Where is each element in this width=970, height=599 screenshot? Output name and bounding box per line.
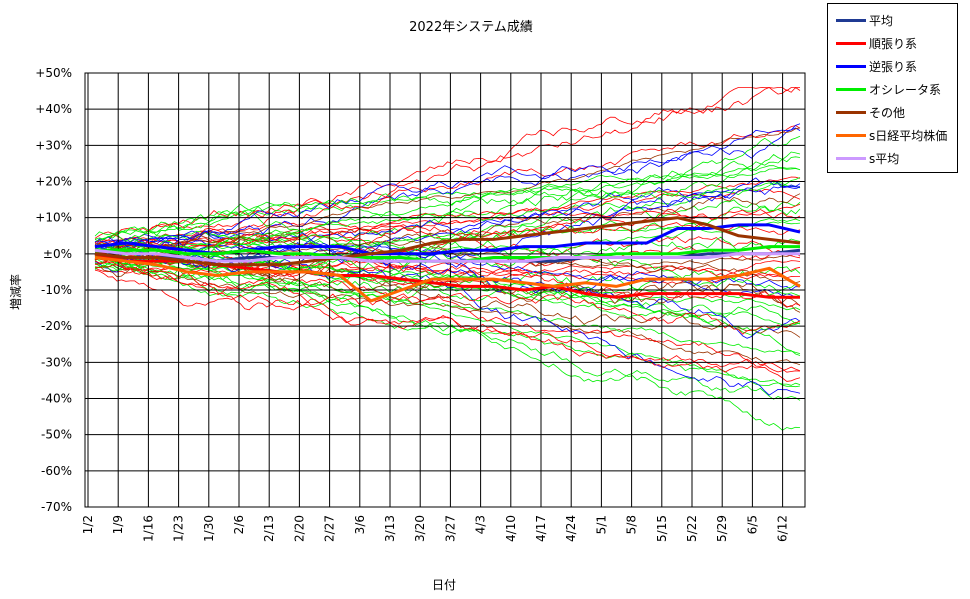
background-line <box>94 258 801 382</box>
background-line <box>94 269 801 373</box>
legend-label: オシレータ系 <box>869 82 942 97</box>
background-line <box>94 262 801 431</box>
y-axis-ticks: +50% +40% +30% +20% +10% ±0% -10% -20% -30% -40% -… <box>35 66 72 514</box>
y-tick-label: -60% <box>41 464 72 478</box>
background-line <box>94 254 801 354</box>
series-line <box>94 256 801 303</box>
background-line <box>94 185 801 254</box>
x-tick-label: 1/30 <box>202 515 216 542</box>
legend-swatch <box>836 64 866 68</box>
x-axis-ticks: 1/2 1/9 1/16 1/23 1/30 2/6 2/13 2/20 2/27 3/6 3/13… <box>81 515 790 542</box>
series-line <box>94 216 801 267</box>
legend: 平均 順張り系 逆張り系 オシレータ系 その他 s日経平均株価 s平均 <box>827 3 958 173</box>
x-tick-label: 2/6 <box>232 515 246 534</box>
background-line <box>94 156 801 242</box>
x-tick-label: 5/1 <box>594 515 608 534</box>
background-line <box>94 210 801 269</box>
legend-label: その他 <box>869 105 906 120</box>
y-tick-label: -10% <box>41 283 72 297</box>
x-tick-label: 5/22 <box>685 515 699 542</box>
x-tick-label: 2/13 <box>262 515 276 542</box>
x-axis-label: 日付 <box>432 578 456 592</box>
x-tick-label: 1/23 <box>172 515 186 542</box>
x-tick-label: 3/20 <box>413 515 427 542</box>
y-tick-label: -50% <box>41 428 72 442</box>
x-tick-label: 4/24 <box>564 515 578 542</box>
background-line <box>94 87 800 248</box>
y-tick-label: +30% <box>35 138 72 152</box>
y-tick-label: +10% <box>35 211 72 225</box>
background-line <box>94 125 801 261</box>
background-line <box>94 240 801 373</box>
legend-item-average: 平均 <box>836 12 893 28</box>
background-line <box>94 86 801 260</box>
legend-item-nikkei: s日経平均株価 <box>836 127 947 143</box>
y-tick-label: +50% <box>35 66 72 80</box>
background-line <box>94 251 801 388</box>
x-tick-label: 4/3 <box>474 515 488 534</box>
series-line <box>94 248 800 263</box>
x-tick-label: 5/15 <box>655 515 669 542</box>
legend-label: 平均 <box>869 13 894 28</box>
legend-swatch <box>836 110 866 114</box>
background-line <box>94 265 801 386</box>
x-tick-label: 1/9 <box>111 515 125 534</box>
background-line <box>94 179 801 263</box>
y-tick-label: -40% <box>41 392 72 406</box>
legend-label: 逆張り系 <box>869 59 918 74</box>
legend-item-contrarian: 逆張り系 <box>836 58 917 74</box>
legend-label: s日経平均株価 <box>869 128 948 143</box>
background-line <box>94 151 801 242</box>
chart-title: 2022年システム成績 <box>409 20 533 35</box>
x-tick-label: 5/29 <box>715 515 729 542</box>
legend-item-s-average: s平均 <box>836 150 899 166</box>
x-tick-label: 1/2 <box>81 515 95 534</box>
legend-swatch <box>836 18 866 22</box>
legend-swatch <box>836 87 866 91</box>
series-lines <box>94 216 801 303</box>
background-line <box>94 258 801 324</box>
legend-item-other: その他 <box>836 104 905 120</box>
x-tick-label: 2/27 <box>323 515 337 542</box>
background-line <box>94 165 801 252</box>
background-line <box>94 225 801 339</box>
background-line <box>94 176 801 261</box>
background-line <box>94 257 801 401</box>
x-tick-label: 4/10 <box>504 515 518 542</box>
legend-label: s平均 <box>869 151 900 166</box>
background-line <box>94 167 801 243</box>
y-tick-label: ±0% <box>43 247 72 261</box>
x-tick-label: 4/17 <box>534 515 548 542</box>
background-line <box>94 218 801 265</box>
legend-label: 順張り系 <box>869 36 918 51</box>
x-tick-label: 3/27 <box>443 515 457 542</box>
legend-item-trend: 順張り系 <box>836 35 917 51</box>
x-tick-label: 3/13 <box>383 515 397 542</box>
x-tick-label: 5/8 <box>625 515 639 534</box>
legend-swatch <box>836 41 866 45</box>
legend-swatch <box>836 133 866 137</box>
x-tick-label: 1/16 <box>141 515 155 542</box>
y-axis-label: 増減率 <box>8 274 23 310</box>
x-tick-label: 6/5 <box>745 515 759 534</box>
y-tick-label: -30% <box>41 355 72 369</box>
background-line <box>94 127 801 252</box>
legend-item-oscillator: オシレータ系 <box>836 81 941 97</box>
background-line <box>94 208 801 258</box>
background-line <box>95 250 801 356</box>
background-line <box>95 251 801 335</box>
y-tick-label: -20% <box>41 319 72 333</box>
y-tick-label: +40% <box>35 102 72 116</box>
y-tick-label: +20% <box>35 175 72 189</box>
legend-swatch <box>836 156 866 160</box>
x-tick-label: 6/12 <box>776 515 790 542</box>
background-line <box>94 205 801 287</box>
x-tick-label: 2/20 <box>292 515 306 542</box>
y-tick-label: -70% <box>41 500 72 514</box>
x-tick-label: 3/6 <box>353 515 367 534</box>
background-line <box>94 123 801 250</box>
grid <box>84 72 806 508</box>
